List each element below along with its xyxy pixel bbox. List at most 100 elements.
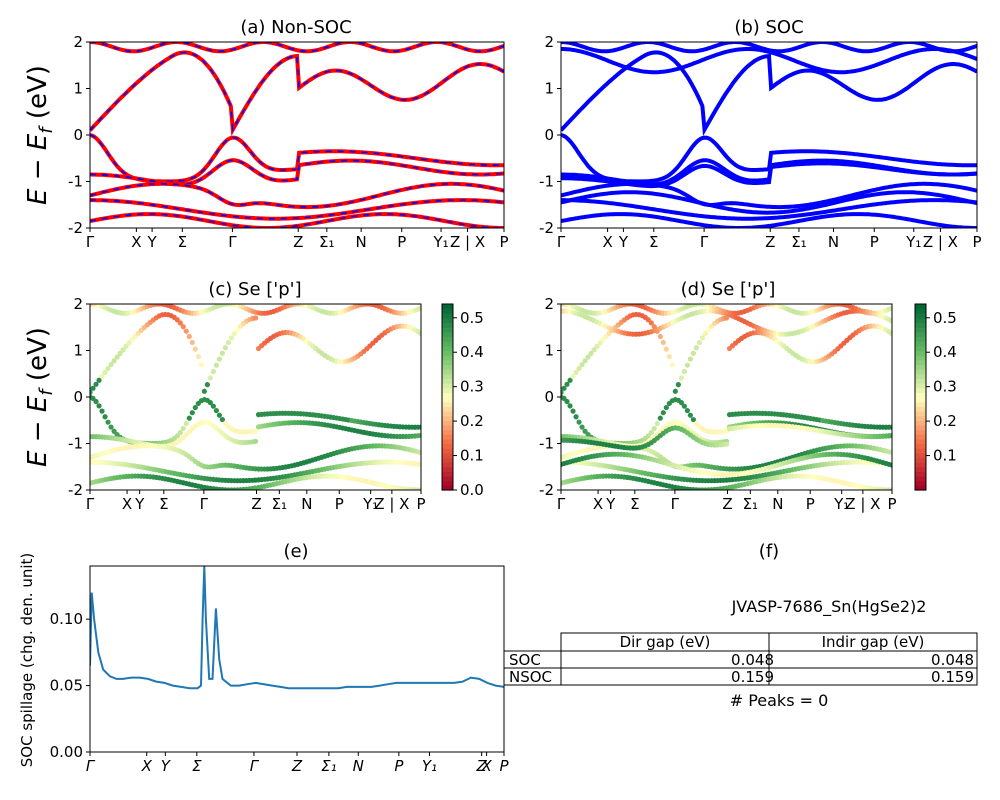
- projection-point: [210, 368, 216, 375]
- x-tick-label: Y: [618, 233, 629, 251]
- x-tick-label: Z | X: [450, 233, 485, 251]
- projection-point: [213, 362, 219, 368]
- colorbar-tick-label: 0.4: [933, 343, 957, 361]
- x-tick-label: Γ: [200, 495, 209, 513]
- x-tick-label: Γ: [557, 233, 566, 251]
- projection-point: [207, 400, 213, 406]
- band-line: [561, 47, 977, 75]
- colorbar-segment: [442, 429, 453, 435]
- projection-point: [418, 450, 421, 456]
- panel-c-title: (c) Se ['p']: [208, 279, 301, 300]
- projection-point: [723, 441, 730, 447]
- x-tick-label: X: [122, 495, 132, 513]
- x-tick-label: P: [499, 757, 509, 775]
- projection-point: [684, 407, 690, 414]
- x-tick-label: N: [772, 495, 783, 513]
- x-tick-label: Z: [765, 233, 775, 251]
- projection-point: [186, 415, 192, 421]
- colorbar-segment: [442, 359, 453, 366]
- x-tick-label: P: [394, 757, 404, 775]
- projection-point: [252, 428, 259, 434]
- colorbar-segment: [442, 457, 453, 463]
- projection-point: [889, 433, 892, 439]
- projection-point: [111, 358, 117, 364]
- colorbar-segment: [915, 373, 926, 379]
- axes-frame: [89, 565, 505, 753]
- colorbar-segment: [442, 438, 453, 445]
- projection-point: [418, 461, 421, 467]
- projection-point: [660, 339, 666, 346]
- colorbar-segment: [442, 420, 453, 426]
- y-tick-label: 0.10: [50, 610, 83, 628]
- projection-point: [96, 377, 102, 383]
- projection-point: [889, 462, 892, 468]
- projection-point: [90, 389, 93, 395]
- x-tick-label: Z | X: [374, 495, 409, 513]
- x-tick-label: Σ₁: [319, 233, 335, 251]
- projection-point: [561, 385, 567, 391]
- projection-point: [576, 419, 582, 425]
- band-line: [90, 50, 504, 137]
- y-tick-label: 0.00: [50, 743, 83, 761]
- colorbar-segment: [915, 359, 926, 366]
- panel-f-title: (f): [759, 541, 779, 562]
- ylabel-top: E − Ef (eV): [23, 65, 57, 205]
- y-tick-label: 0: [73, 388, 83, 406]
- colorbar-segment: [915, 345, 926, 352]
- projection-point: [690, 350, 697, 356]
- projection-point: [234, 327, 241, 333]
- x-tick-label: N: [301, 495, 312, 513]
- peaks-count: # Peaks = 0: [730, 691, 829, 710]
- colorbar-segment: [442, 392, 453, 398]
- band-line: [561, 161, 977, 189]
- x-tick-label: Γ: [700, 233, 709, 251]
- projection-point: [216, 412, 222, 418]
- projection-point: [648, 320, 654, 326]
- table-title: JVASP-7686_Sn(HgSe2)2: [731, 597, 927, 617]
- colorbar-segment: [915, 387, 926, 393]
- projection-point: [120, 347, 126, 353]
- projection-point: [225, 339, 232, 346]
- colorbar-segment: [442, 341, 453, 347]
- projection-point: [126, 340, 132, 346]
- x-tick-label: X: [602, 233, 612, 251]
- projection-point: [219, 416, 225, 423]
- colorbar-segment: [915, 313, 926, 319]
- projection-point: [418, 432, 421, 439]
- colorbar-segment: [442, 434, 453, 440]
- projection-point: [684, 362, 690, 368]
- projection-point: [189, 410, 195, 416]
- table-row-soc-indir: 0.048: [931, 651, 974, 669]
- spillage-line: [90, 566, 504, 690]
- projection-point: [657, 333, 663, 340]
- projection-point: [889, 450, 892, 456]
- projection-point: [105, 419, 111, 425]
- y-tick-label: 0.05: [50, 677, 83, 695]
- projection-point: [99, 373, 105, 379]
- colorbar-segment: [915, 392, 926, 398]
- colorbar-tick-label: 0.5: [933, 309, 957, 327]
- band-line: [90, 42, 504, 54]
- y-tick-label: 0: [544, 126, 554, 144]
- axes-frame: [560, 41, 978, 229]
- colorbar-segment: [915, 480, 926, 486]
- colorbar-segment: [442, 345, 453, 352]
- colorbar-segment: [442, 369, 453, 375]
- projection-point: [696, 339, 703, 346]
- projection-point: [585, 354, 591, 360]
- x-tick-label: N: [353, 757, 364, 775]
- projection-point: [678, 400, 684, 406]
- colorbar-segment: [915, 415, 926, 421]
- colorbar-segment: [442, 480, 453, 486]
- band-line: [561, 50, 977, 137]
- colorbar-segment: [915, 364, 926, 370]
- colorbar-segment: [915, 443, 926, 449]
- x-tick-label: Γ: [671, 495, 680, 513]
- colorbar-segment: [915, 383, 926, 389]
- colorbar-tick-label: 0.2: [933, 412, 957, 430]
- projection-point: [654, 420, 660, 427]
- colorbar-segment: [915, 378, 926, 384]
- y-tick-label: 2: [73, 295, 83, 313]
- colorbar-segment: [442, 304, 453, 310]
- projection-point: [687, 356, 693, 362]
